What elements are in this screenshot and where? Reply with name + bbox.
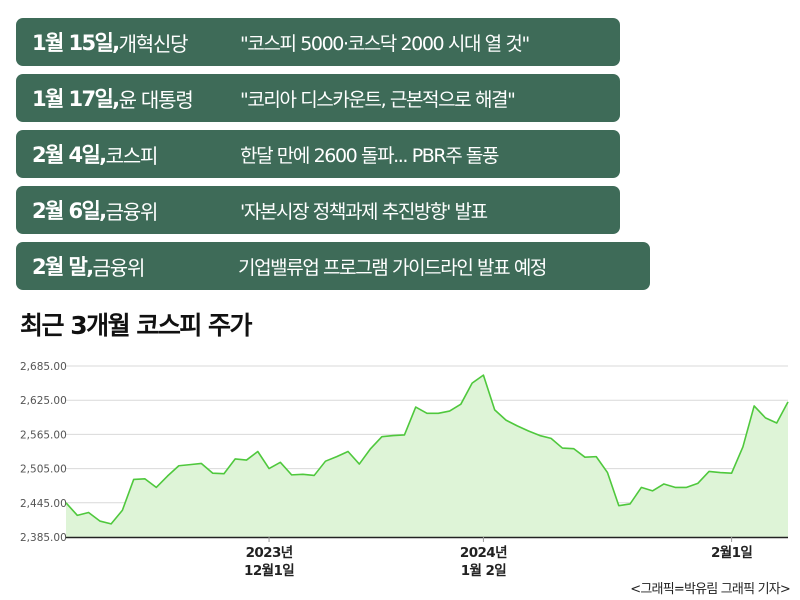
timeline-org: 금융위 xyxy=(92,255,146,280)
timeline-row: 1월 17일, 윤 대통령 "코리아 디스카운트, 근본적으로 해결" xyxy=(16,74,620,122)
kospi-chart: 2,385.00 2,445.00 2,505.00 2,565.00 2,625.00… xyxy=(20,361,789,578)
timeline-headline: "코스피 5000·코스닥 2000 시대 열 것" xyxy=(240,32,530,55)
timeline-org: 금융위 xyxy=(105,199,159,224)
timeline-date: 1월 15일, xyxy=(32,31,120,55)
x-tick-label-date: 12월1일 xyxy=(244,562,294,578)
x-tick-label-date: 1월 2일 xyxy=(461,562,507,578)
y-tick-label: 2,505.00 xyxy=(20,464,67,476)
y-tick-label: 2,685.00 xyxy=(20,361,67,373)
y-tick-label: 2,625.00 xyxy=(20,395,67,407)
timeline-org: 윤 대통령 xyxy=(118,87,194,112)
x-tick-label-year: 2023년 xyxy=(246,545,293,561)
y-tick-label: 2,565.00 xyxy=(20,429,67,441)
y-tick-label: 2,445.00 xyxy=(20,498,67,510)
timeline-row: 1월 15일, 개혁신당 "코스피 5000·코스닥 2000 시대 열 것" xyxy=(16,18,620,66)
x-tick-label-year: 2024년 xyxy=(460,545,507,561)
series-line xyxy=(65,374,789,525)
timeline-row: 2월 4일, 코스피 한달 만에 2600 돌파... PBR주 돌풍 xyxy=(16,130,620,178)
timeline-row: 2월 말, 금융위 기업밸류업 프로그램 가이드라인 발표 예정 xyxy=(16,242,650,290)
timeline-headline: 한달 만에 2600 돌파... PBR주 돌풍 xyxy=(240,144,499,167)
graphic-credit: <그래픽=박유림 그래픽 기자> xyxy=(630,582,791,597)
timeline-date: 2월 6일, xyxy=(32,199,107,223)
timeline-date: 2월 말, xyxy=(32,255,94,279)
timeline-org: 개혁신당 xyxy=(118,31,189,56)
timeline-headline: "코리아 디스카운트, 근본적으로 해결" xyxy=(240,88,516,111)
area-fill xyxy=(66,375,788,537)
chart-title-bold: 최근 3개월 xyxy=(20,311,131,340)
chart-title: 최근 3개월 코스피 주가 xyxy=(20,306,253,342)
timeline-headline: '자본시장 정책과제 추진방향' 발표 xyxy=(240,200,488,223)
timeline-date: 1월 17일, xyxy=(32,87,120,111)
timeline-date: 2월 4일, xyxy=(32,143,107,167)
timeline-headline: 기업밸류업 프로그램 가이드라인 발표 예정 xyxy=(238,256,547,279)
x-tick-label-date: 2월1일 xyxy=(711,544,752,561)
y-tick-label: 2,385.00 xyxy=(20,532,67,544)
chart-title-rest: 코스피 주가 xyxy=(136,311,252,340)
timeline-org: 코스피 xyxy=(105,143,159,168)
timeline-row: 2월 6일, 금융위 '자본시장 정책과제 추진방향' 발표 xyxy=(16,186,620,234)
